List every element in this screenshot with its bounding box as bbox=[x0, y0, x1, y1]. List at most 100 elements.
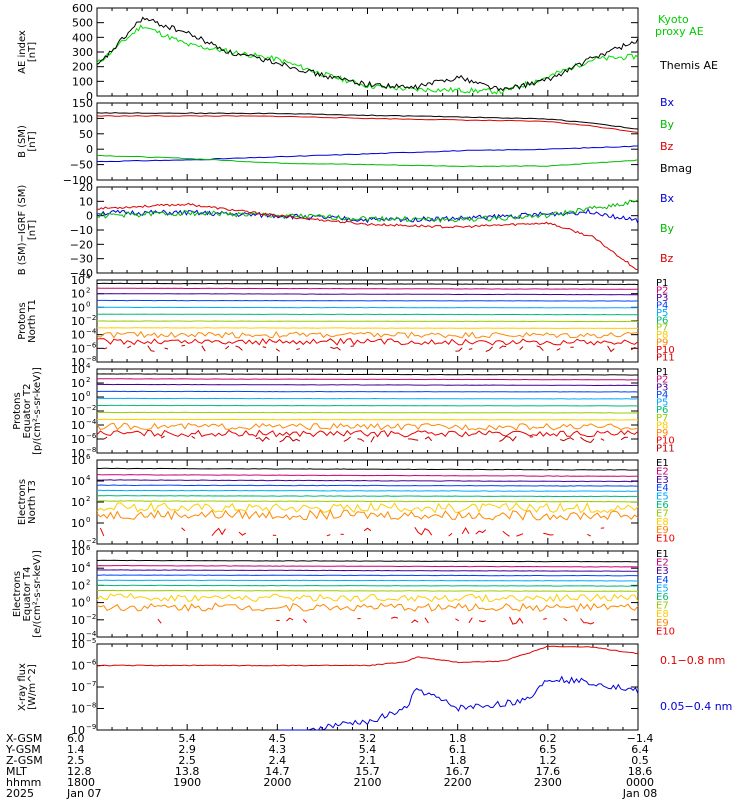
electrons-t3-panel-legend-e4: E4 bbox=[656, 483, 669, 494]
y-tick-label: 10 bbox=[71, 562, 85, 575]
axis-cell: 1.8 bbox=[449, 732, 467, 745]
electrons-t4-panel-channel-e2 bbox=[96, 565, 638, 568]
electrons-t4-panel-legend-e5: E5 bbox=[656, 583, 669, 594]
axis-cell: 16.7 bbox=[445, 765, 470, 778]
y-tick-label: 10 bbox=[71, 545, 85, 558]
y-tick-label: 10 bbox=[71, 475, 85, 488]
protons-t1-panel-legend-p11: P11 bbox=[656, 353, 675, 364]
y-tick-exponent: −8 bbox=[86, 355, 96, 363]
protons-t1-panel-ylabel: North T1 bbox=[27, 299, 38, 343]
axis-cell: 17.6 bbox=[536, 765, 561, 778]
y-tick-exponent: −2 bbox=[86, 314, 96, 322]
protons-t1-panel-channel-p8 bbox=[96, 327, 639, 329]
y-tick-exponent: −9 bbox=[86, 723, 96, 731]
axis-cell: 6.1 bbox=[449, 743, 467, 756]
y-tick-label: 10 bbox=[71, 356, 85, 369]
axis-cell: 12.8 bbox=[67, 765, 92, 778]
b-sm-panel-ylabel: B (SM) bbox=[17, 125, 28, 158]
legend-b-sm-bx: Bx bbox=[660, 96, 675, 109]
protons-t1-panel-legend-p5: P5 bbox=[656, 308, 668, 319]
electrons-t4-panel-legend-e9: E9 bbox=[656, 618, 669, 629]
protons-t2-panel-channel-p8 bbox=[97, 418, 639, 421]
y-tick-label: 10 bbox=[71, 703, 85, 716]
protons-t2-panel-legend-p3: P3 bbox=[656, 382, 668, 393]
protons-t2-panel-channel-p7 bbox=[96, 411, 639, 414]
ae-series-kyoto bbox=[96, 24, 639, 95]
b-igrf-series-bz bbox=[96, 202, 639, 271]
protons-t1-panel-legend-p1: P1 bbox=[656, 278, 668, 289]
electrons-t4-panel-ylabel: Equator T4 bbox=[22, 567, 33, 622]
y-tick-label: 100 bbox=[72, 75, 93, 88]
electrons-t4-panel-channel-e9 bbox=[96, 602, 639, 613]
y-tick-label: 0 bbox=[86, 143, 93, 156]
y-tick-exponent: −6 bbox=[86, 659, 97, 667]
y-tick-label: 10 bbox=[71, 342, 85, 355]
electrons-t3-panel-legend-e7: E7 bbox=[656, 508, 669, 519]
y-tick-label: −100 bbox=[63, 174, 93, 187]
protons-t2-panel-channel-p2 bbox=[96, 378, 639, 381]
electrons-t4-panel-legend-e4: E4 bbox=[656, 575, 669, 586]
protons-t2-panel-ylabel: [p/(cm²-s-sr-keV)] bbox=[32, 367, 43, 455]
y-tick-label: 10 bbox=[71, 579, 85, 592]
xray-panel-frame bbox=[96, 643, 639, 731]
legend-themis-ae: Themis AE bbox=[659, 59, 718, 72]
y-tick-exponent: −6 bbox=[86, 341, 97, 349]
y-tick-exponent: −8 bbox=[86, 702, 96, 710]
xray-series-short bbox=[279, 675, 639, 731]
protons-t1-panel-channel-p6 bbox=[96, 313, 638, 316]
y-tick-exponent: 0 bbox=[86, 390, 90, 398]
electrons-t4-panel-legend-e8: E8 bbox=[656, 609, 669, 620]
legend-b-sm-bmag: Bmag bbox=[660, 162, 692, 175]
legend-kyoto-line2: proxy AE bbox=[655, 25, 704, 38]
y-tick-exponent: 0 bbox=[86, 300, 90, 308]
y-tick-exponent: −4 bbox=[86, 630, 97, 638]
axis-cell: 5.4 bbox=[359, 743, 377, 756]
y-tick-exponent: −5 bbox=[86, 637, 96, 645]
protons-t1-panel-channel-p5 bbox=[96, 306, 639, 309]
protons-t2-panel-legend-p2: P2 bbox=[656, 375, 668, 386]
protons-t2-panel-ylabel: Equator T2 bbox=[22, 384, 33, 439]
electrons-t3-panel-channel-e5 bbox=[96, 489, 639, 492]
y-tick-label: 10 bbox=[71, 660, 85, 673]
axis-cell: 2.1 bbox=[359, 754, 377, 767]
y-tick-label: 10 bbox=[71, 614, 85, 627]
y-tick-label: 10 bbox=[71, 419, 85, 432]
b-igrf-panel-ylabel: B (SM)−IGRF (SM) bbox=[17, 185, 28, 276]
legend-kyoto-line1: Kyoto bbox=[658, 13, 689, 26]
legend-b-igrf-by: By bbox=[660, 222, 675, 235]
y-tick-label: 300 bbox=[72, 46, 93, 59]
electrons-t3-panel-channel-e6 bbox=[96, 495, 639, 498]
protons-t2-panel-channel-p10 bbox=[96, 429, 639, 438]
y-tick-label: 10 bbox=[71, 433, 85, 446]
y-tick-exponent: 4 bbox=[86, 561, 91, 569]
y-tick-label: −50 bbox=[70, 159, 93, 172]
xray-series-long bbox=[96, 645, 639, 667]
axis-cell: 2.5 bbox=[67, 754, 85, 767]
axis-cell: 6.0 bbox=[67, 732, 85, 745]
electrons-t4-panel-legend-e3: E3 bbox=[656, 566, 669, 577]
electrons-t3-panel-channel-e4 bbox=[96, 484, 638, 487]
b-igrf-series-by bbox=[96, 199, 639, 224]
electrons-t4-panel-channel-e1 bbox=[96, 559, 639, 563]
electrons-t3-panel-channel-e3 bbox=[96, 479, 639, 483]
y-tick-label: 0 bbox=[86, 90, 93, 103]
y-tick-label: 10 bbox=[71, 631, 85, 644]
axis-cell: 6.4 bbox=[631, 743, 649, 756]
b-sm-series-bmag bbox=[96, 112, 639, 130]
y-tick-exponent: −2 bbox=[86, 404, 96, 412]
protons-t2-panel-legend-p1: P1 bbox=[656, 367, 668, 378]
protons-t1-panel-channel-p4 bbox=[97, 299, 639, 302]
y-tick-label: 100 bbox=[72, 112, 93, 125]
axis-cell: 2000 bbox=[263, 776, 291, 789]
y-tick-label: 10 bbox=[71, 496, 85, 509]
y-tick-exponent: −6 bbox=[86, 432, 97, 440]
y-tick-label: 10 bbox=[71, 288, 85, 301]
electrons-t3-panel-channel-e9 bbox=[96, 508, 639, 521]
y-tick-exponent: 0 bbox=[86, 596, 90, 604]
protons-t2-panel-legend-p8: P8 bbox=[656, 420, 668, 431]
protons-t1-panel-channel-p9 bbox=[96, 330, 639, 339]
electrons-t3-panel-legend-e2: E2 bbox=[656, 466, 669, 477]
axis-cell: 3.2 bbox=[359, 732, 377, 745]
b-igrf-panel-frame bbox=[96, 186, 639, 274]
